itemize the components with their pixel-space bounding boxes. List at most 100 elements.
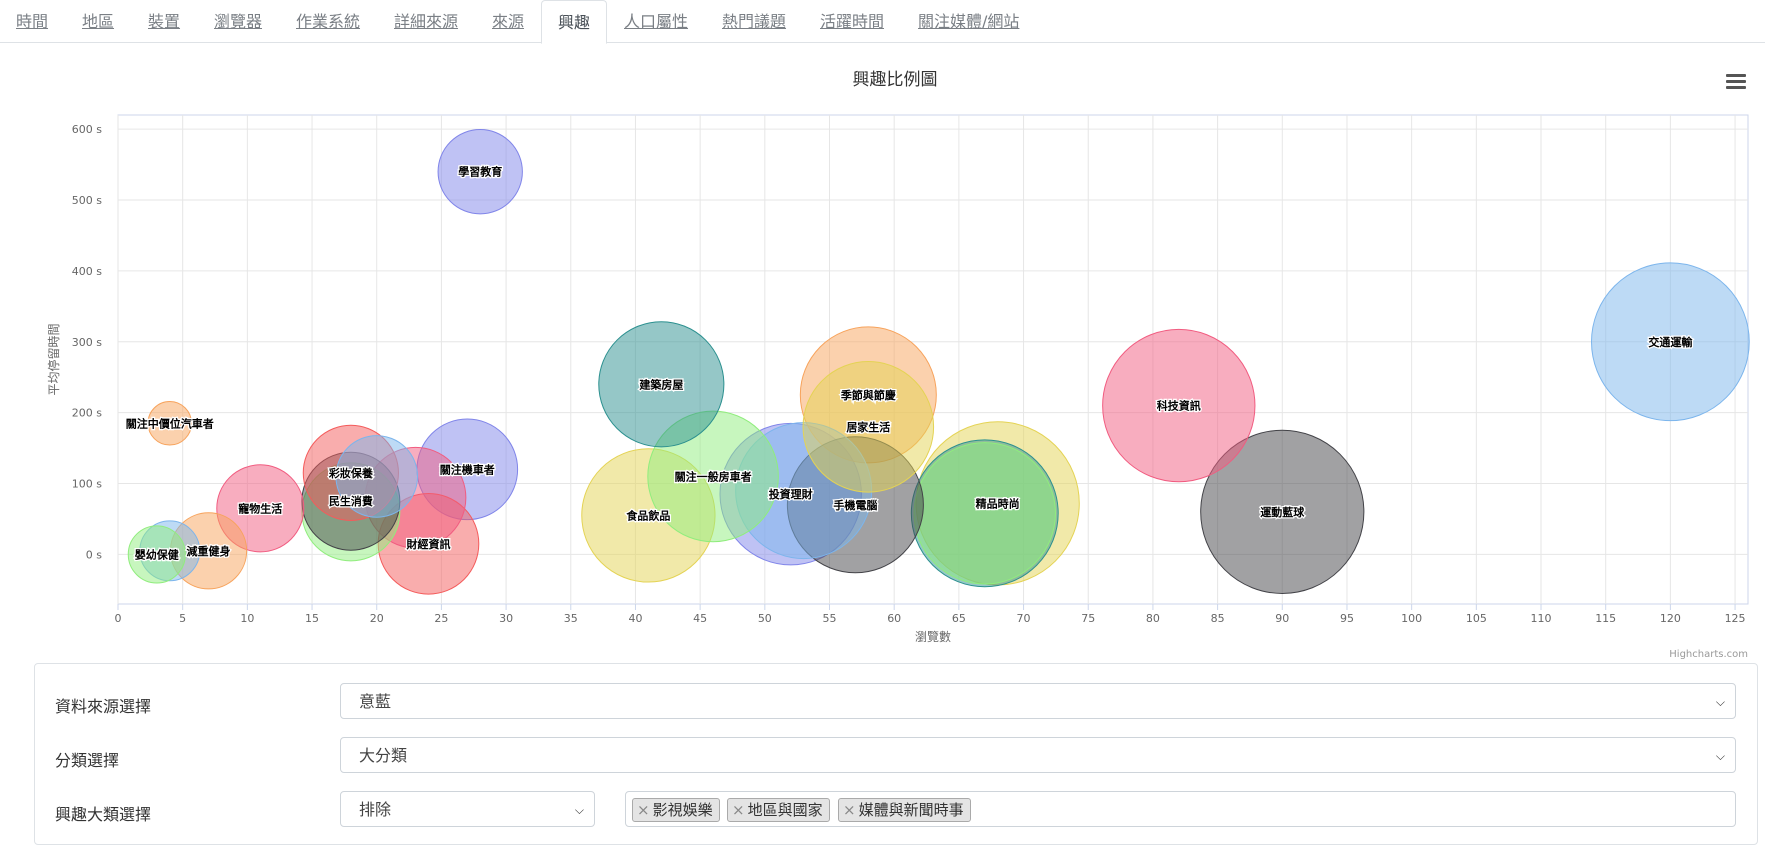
remove-tag-icon[interactable]: × [637, 801, 650, 819]
x-tick-label: 0 [115, 612, 122, 625]
tab-hot-topics[interactable]: 熱門議題 [722, 12, 787, 31]
x-tick-label: 80 [1146, 612, 1160, 625]
bubble-label: 手機電腦 [833, 498, 877, 512]
tab-browser[interactable]: 瀏覽器 [214, 12, 263, 31]
bubble-label: 關注一般房車者 [675, 469, 752, 483]
bubble-chart: 0 5 10 15 20 25 30 35 40 45 50 55 60 65 70 75 80 85 90 95 10… [46, 70, 1750, 644]
x-tick-label: 125 [1725, 612, 1746, 625]
interest-label: 興趣大類選擇 [55, 805, 152, 824]
x-tick-label: 40 [628, 612, 642, 625]
source-select-value: 意藍 [359, 692, 392, 711]
bubble [147, 401, 193, 446]
y-tick-label: 600 s [72, 123, 102, 136]
x-tick-label: 20 [370, 612, 384, 625]
tab-os[interactable]: 作業系統 [296, 12, 361, 31]
x-tick-label: 55 [823, 612, 837, 625]
bubble-label: 季節與節慶 [840, 388, 896, 402]
x-tick-label: 10 [240, 612, 254, 625]
x-tick-label: 45 [693, 612, 707, 625]
bubble [802, 361, 935, 493]
bubble-label: 減重健身 [187, 544, 231, 558]
bubble [1102, 328, 1256, 483]
x-tick-label: 70 [1017, 612, 1031, 625]
bubble-label: 關注中價位汽車者 [126, 416, 214, 430]
interest-tags-input[interactable]: × 影視娛樂 × 地區與國家 × 媒體與新聞時事 [625, 791, 1736, 827]
tab-source[interactable]: 來源 [492, 12, 525, 31]
y-tick-label: 100 s [72, 478, 102, 491]
bubble [127, 525, 186, 584]
x-tick-label: 95 [1340, 612, 1354, 625]
y-tick-label: 200 s [72, 407, 102, 420]
x-tick-label: 30 [499, 612, 513, 625]
bubble [598, 321, 725, 448]
x-tick-label: 85 [1211, 612, 1225, 625]
x-tick-label: 5 [179, 612, 186, 625]
remove-tag-icon[interactable]: × [843, 801, 856, 819]
y-tick-label: 0 s [86, 548, 102, 561]
bubble [335, 435, 419, 518]
x-tick-label: 25 [434, 612, 448, 625]
source-label: 資料來源選擇 [55, 697, 152, 716]
bubble-label: 投資理財 [769, 487, 813, 501]
bubble-label: 彩妝保養 [328, 466, 373, 480]
bubble-label: 財經資訊 [405, 537, 450, 551]
x-tick-label: 60 [887, 612, 901, 625]
category-label: 分類選擇 [55, 751, 120, 770]
remove-tag-icon[interactable]: × [732, 801, 745, 819]
chevron-down-icon: ⌵ [1715, 695, 1725, 709]
credits-link[interactable]: Highcharts.com [1669, 649, 1748, 660]
bubble-label: 科技資訊 [1157, 399, 1201, 413]
tag-chip[interactable]: × 影視娛樂 [632, 798, 720, 822]
bubble-label: 嬰幼保健 [135, 547, 180, 561]
tab-detail-source[interactable]: 詳細來源 [394, 12, 459, 31]
interest-mode-value: 排除 [359, 800, 392, 819]
tab-device[interactable]: 裝置 [148, 12, 181, 31]
tag-chip[interactable]: × 媒體與新聞時事 [838, 798, 971, 822]
x-tick-label: 120 [1660, 612, 1681, 625]
tab-active-time[interactable]: 活躍時間 [820, 12, 885, 31]
x-tick-label: 90 [1275, 612, 1289, 625]
bubble [1200, 429, 1365, 594]
bubble-label: 居家生活 [846, 420, 890, 434]
tab-interest[interactable]: 興趣 [541, 0, 608, 44]
category-select-value: 大分類 [359, 746, 408, 765]
x-tick-label: 100 [1401, 612, 1422, 625]
bubble-label: 寵物生活 [238, 501, 282, 515]
bubble-label: 關注機車者 [440, 462, 495, 476]
chart-menu-icon[interactable] [1726, 74, 1746, 90]
y-tick-label: 400 s [72, 265, 102, 278]
bubble [437, 129, 523, 215]
x-tick-label: 15 [305, 612, 319, 625]
tab-time[interactable]: 時間 [16, 12, 49, 31]
bubble-label: 學習教育 [458, 165, 502, 179]
bubble [913, 442, 1056, 585]
chart-title: 興趣比例圖 [853, 70, 938, 90]
tag-chip[interactable]: × 地區與國家 [727, 798, 830, 822]
bubble-label: 交通運輸 [1648, 335, 1693, 349]
bubble-label: 精品時尚 [976, 496, 1020, 510]
filter-form: 資料來源選擇 意藍 ⌵ 分類選擇 大分類 ⌵ 興趣大類選擇 排除 ⌵ × 影視娛樂… [34, 663, 1758, 845]
x-tick-label: 75 [1081, 612, 1095, 625]
tab-followed-media[interactable]: 關注媒體/網站 [918, 12, 1020, 31]
x-tick-label: 50 [758, 612, 772, 625]
source-select[interactable]: 意藍 ⌵ [340, 683, 1736, 719]
bubble [1591, 262, 1750, 422]
tab-demographics[interactable]: 人口屬性 [624, 12, 689, 31]
tab-bar: 時間 地區 裝置 瀏覽器 作業系統 詳細來源 來源 興趣 人口屬性 熱門議題 活… [0, 0, 1765, 44]
tab-region[interactable]: 地區 [82, 12, 115, 31]
interest-mode-select[interactable]: 排除 ⌵ [340, 791, 595, 827]
bubble-label: 運動藍球 [1260, 505, 1305, 519]
x-axis-label: 瀏覽數 [915, 629, 951, 644]
bubble-label: 建築房屋 [639, 377, 683, 391]
x-tick-label: 105 [1466, 612, 1487, 625]
y-tick-label: 300 s [72, 336, 102, 349]
category-select[interactable]: 大分類 ⌵ [340, 737, 1736, 773]
x-tick-label: 115 [1595, 612, 1616, 625]
x-tick-label: 65 [952, 612, 966, 625]
bubble-label: 民生消費 [329, 494, 373, 508]
chevron-down-icon: ⌵ [1715, 749, 1725, 763]
bubble-label: 食品飲品 [626, 508, 670, 522]
x-tick-label: 35 [564, 612, 578, 625]
x-tick-label: 110 [1531, 612, 1552, 625]
chevron-down-icon: ⌵ [574, 803, 584, 817]
